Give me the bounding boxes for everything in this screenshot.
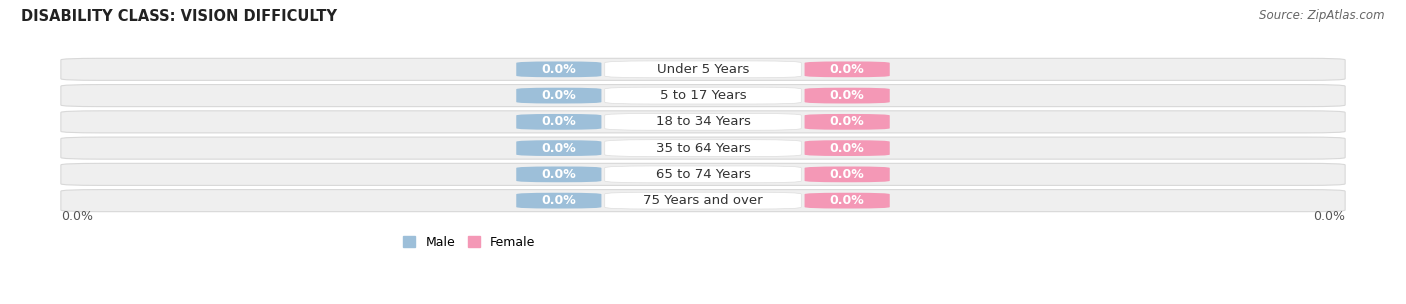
Text: DISABILITY CLASS: VISION DIFFICULTY: DISABILITY CLASS: VISION DIFFICULTY — [21, 9, 337, 24]
FancyBboxPatch shape — [516, 167, 602, 182]
Text: 0.0%: 0.0% — [830, 168, 865, 181]
FancyBboxPatch shape — [516, 140, 602, 156]
Text: 5 to 17 Years: 5 to 17 Years — [659, 89, 747, 102]
Text: 0.0%: 0.0% — [541, 63, 576, 76]
Text: 0.0%: 0.0% — [541, 168, 576, 181]
Text: 18 to 34 Years: 18 to 34 Years — [655, 115, 751, 128]
Text: 0.0%: 0.0% — [60, 210, 93, 223]
FancyBboxPatch shape — [516, 193, 602, 209]
FancyBboxPatch shape — [516, 88, 602, 103]
Text: 65 to 74 Years: 65 to 74 Years — [655, 168, 751, 181]
FancyBboxPatch shape — [60, 85, 1346, 107]
Text: Source: ZipAtlas.com: Source: ZipAtlas.com — [1260, 9, 1385, 22]
Text: 0.0%: 0.0% — [830, 142, 865, 155]
Text: 0.0%: 0.0% — [541, 194, 576, 207]
FancyBboxPatch shape — [804, 61, 890, 77]
FancyBboxPatch shape — [605, 140, 801, 157]
Text: 0.0%: 0.0% — [830, 63, 865, 76]
FancyBboxPatch shape — [516, 114, 602, 130]
FancyBboxPatch shape — [605, 192, 801, 209]
Text: 0.0%: 0.0% — [541, 142, 576, 155]
FancyBboxPatch shape — [804, 88, 890, 103]
FancyBboxPatch shape — [605, 61, 801, 78]
FancyBboxPatch shape — [605, 166, 801, 183]
FancyBboxPatch shape — [804, 114, 890, 130]
Text: 0.0%: 0.0% — [830, 89, 865, 102]
FancyBboxPatch shape — [60, 58, 1346, 80]
Text: 0.0%: 0.0% — [541, 115, 576, 128]
FancyBboxPatch shape — [804, 167, 890, 182]
Legend: Male, Female: Male, Female — [398, 231, 540, 254]
FancyBboxPatch shape — [804, 193, 890, 209]
FancyBboxPatch shape — [605, 113, 801, 130]
FancyBboxPatch shape — [605, 87, 801, 104]
FancyBboxPatch shape — [516, 61, 602, 77]
Text: 0.0%: 0.0% — [541, 89, 576, 102]
Text: 35 to 64 Years: 35 to 64 Years — [655, 142, 751, 155]
Text: 0.0%: 0.0% — [1313, 210, 1346, 223]
Text: Under 5 Years: Under 5 Years — [657, 63, 749, 76]
Text: 0.0%: 0.0% — [830, 115, 865, 128]
FancyBboxPatch shape — [60, 190, 1346, 212]
FancyBboxPatch shape — [60, 111, 1346, 133]
FancyBboxPatch shape — [804, 140, 890, 156]
Text: 0.0%: 0.0% — [830, 194, 865, 207]
FancyBboxPatch shape — [60, 137, 1346, 159]
Text: 75 Years and over: 75 Years and over — [643, 194, 763, 207]
FancyBboxPatch shape — [60, 163, 1346, 185]
